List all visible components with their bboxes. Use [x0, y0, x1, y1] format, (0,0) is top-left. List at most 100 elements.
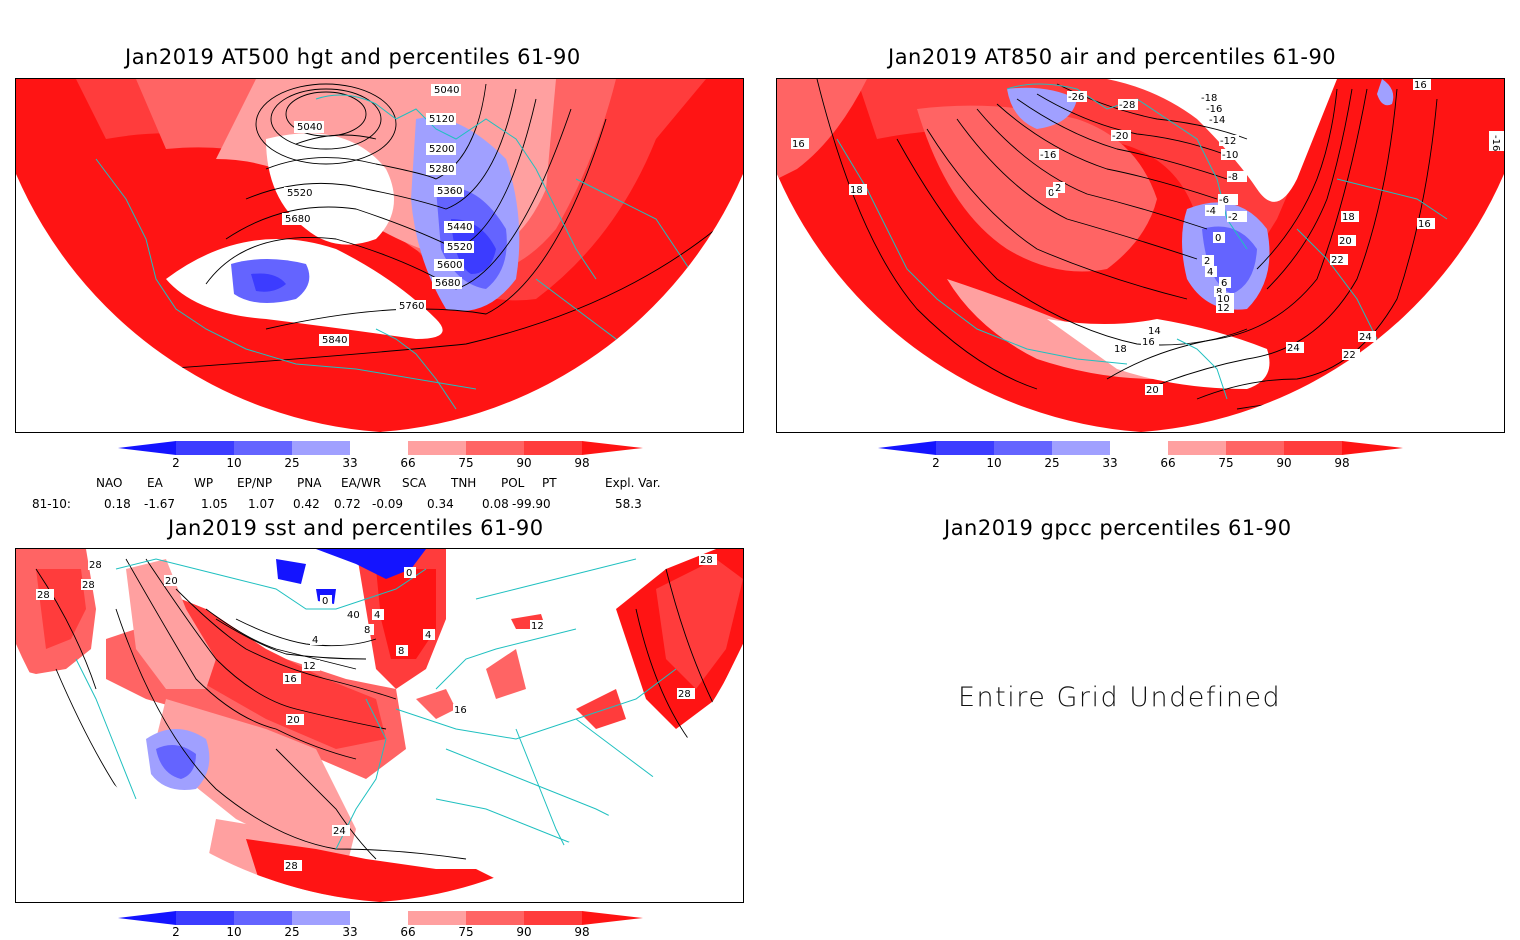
svg-text:-2: -2: [1228, 212, 1238, 223]
cbar3-label-2: 2: [172, 925, 180, 939]
svg-text:4: 4: [312, 635, 318, 646]
hgt500-map: 5040 5040 5120 5200 5280 5360 5440 5520 …: [15, 78, 744, 433]
svg-text:-10: -10: [1222, 150, 1238, 161]
index-header-ea: EA: [147, 476, 163, 490]
svg-text:20: 20: [1339, 236, 1352, 247]
svg-text:-26: -26: [1068, 92, 1084, 103]
cbar1-label-75: 75: [458, 456, 474, 470]
svg-text:2: 2: [1204, 256, 1210, 267]
svg-text:16: 16: [454, 705, 467, 716]
index-value-sca: -0.09: [372, 497, 404, 511]
svg-text:5120: 5120: [429, 114, 454, 125]
svg-text:12: 12: [303, 661, 316, 672]
cbar1-label-10: 10: [226, 456, 242, 470]
svg-text:-8: -8: [1228, 172, 1238, 183]
svg-text:2: 2: [1055, 183, 1061, 194]
svg-text:-28: -28: [1119, 100, 1135, 111]
cbar2-label-25: 25: [1044, 456, 1060, 470]
index-header-wp: WP: [194, 476, 214, 490]
svg-text:-18: -18: [1201, 93, 1217, 104]
svg-text:6: 6: [1221, 278, 1227, 289]
svg-text:-14: -14: [1209, 115, 1225, 126]
cbar2-label-10: 10: [986, 456, 1002, 470]
svg-text:24: 24: [1287, 343, 1300, 354]
svg-text:0: 0: [406, 568, 412, 579]
sst-map: 28 28 28 20 0 0 40 4 8 4 4 8 12 16 12 16…: [15, 548, 744, 903]
svg-text:8: 8: [364, 625, 370, 636]
svg-text:8: 8: [398, 646, 404, 657]
svg-text:12: 12: [531, 621, 544, 632]
cbar3-label-66: 66: [400, 925, 416, 939]
svg-text:28: 28: [82, 580, 95, 591]
svg-text:5520: 5520: [447, 242, 472, 253]
svg-text:4: 4: [374, 610, 380, 621]
svg-text:28: 28: [678, 689, 691, 700]
svg-text:16: 16: [1418, 219, 1431, 230]
svg-text:28: 28: [89, 560, 102, 571]
gpcc-title: Jan2019 gpcc percentiles 61-90: [944, 516, 1292, 540]
index-header-nao: NAO: [96, 476, 123, 490]
svg-text:5680: 5680: [435, 278, 460, 289]
sst-title: Jan2019 sst and percentiles 61-90: [168, 516, 544, 540]
svg-text:5840: 5840: [322, 335, 347, 346]
cbar1-label-90: 90: [516, 456, 532, 470]
svg-text:5520: 5520: [287, 188, 312, 199]
svg-text:18: 18: [1342, 212, 1355, 223]
cbar2-label-98: 98: [1334, 456, 1350, 470]
svg-text:20: 20: [287, 715, 300, 726]
index-value-wp: 1.05: [201, 497, 228, 511]
air850-map: -26 -28 -18 -16 -14 -20 -12 -10 -16 -8 0…: [776, 78, 1505, 433]
index-value-nao: 0.18: [104, 497, 131, 511]
cbar2-label-66: 66: [1160, 456, 1176, 470]
colorbar-top-right: [878, 440, 1403, 455]
air850-title: Jan2019 AT850 air and percentiles 61-90: [888, 45, 1337, 69]
gpcc-undefined-message: Entire Grid Undefined: [958, 682, 1282, 713]
svg-text:28: 28: [700, 555, 713, 566]
index-value-pna: 0.42: [293, 497, 320, 511]
svg-text:24: 24: [333, 826, 346, 837]
index-header-eawr: EA/WR: [341, 476, 382, 490]
svg-text:20: 20: [1146, 385, 1159, 396]
colorbar-bottom-left: [118, 910, 643, 925]
index-value-explvar: 58.3: [615, 497, 642, 511]
svg-text:5040: 5040: [297, 122, 322, 133]
index-value-pt: -99.90: [512, 497, 551, 511]
index-header-epnp: EP/NP: [237, 476, 273, 490]
svg-text:8: 8: [1216, 287, 1222, 298]
colorbar-top-left: [118, 440, 643, 455]
svg-text:5280: 5280: [429, 164, 454, 175]
cbar2-label-2: 2: [932, 456, 940, 470]
cbar1-label-98: 98: [574, 456, 590, 470]
svg-text:-6: -6: [1219, 195, 1229, 206]
index-header-pt: PT: [542, 476, 557, 490]
index-header-explvar: Expl. Var.: [605, 476, 661, 490]
cbar3-label-90: 90: [516, 925, 532, 939]
index-value-tnh: 0.34: [427, 497, 454, 511]
index-value-ea: -1.67: [144, 497, 176, 511]
svg-text:5440: 5440: [447, 222, 472, 233]
cbar3-label-10: 10: [226, 925, 242, 939]
svg-text:-16: -16: [1206, 104, 1222, 115]
svg-text:40: 40: [347, 610, 360, 621]
svg-text:16: 16: [792, 139, 805, 150]
cbar1-label-66: 66: [400, 456, 416, 470]
cbar3-label-98: 98: [574, 925, 590, 939]
svg-text:4: 4: [425, 630, 431, 641]
hgt500-title: Jan2019 AT500 hgt and percentiles 61-90: [125, 45, 581, 69]
index-value-pol: 0.08: [482, 497, 509, 511]
svg-text:-12: -12: [1220, 136, 1236, 147]
svg-text:0: 0: [1215, 233, 1221, 244]
svg-text:20: 20: [165, 576, 178, 587]
svg-text:16: 16: [1414, 80, 1427, 91]
svg-text:-20: -20: [1112, 131, 1128, 142]
cbar1-label-33: 33: [342, 456, 358, 470]
svg-text:0: 0: [322, 596, 328, 607]
svg-text:-16: -16: [1490, 135, 1501, 151]
cbar2-label-75: 75: [1218, 456, 1234, 470]
svg-text:18: 18: [1114, 344, 1127, 355]
svg-text:16: 16: [284, 674, 297, 685]
svg-text:14: 14: [1148, 326, 1161, 337]
svg-text:4: 4: [1207, 267, 1213, 278]
svg-text:10: 10: [1217, 294, 1230, 305]
svg-text:24: 24: [1359, 332, 1372, 343]
